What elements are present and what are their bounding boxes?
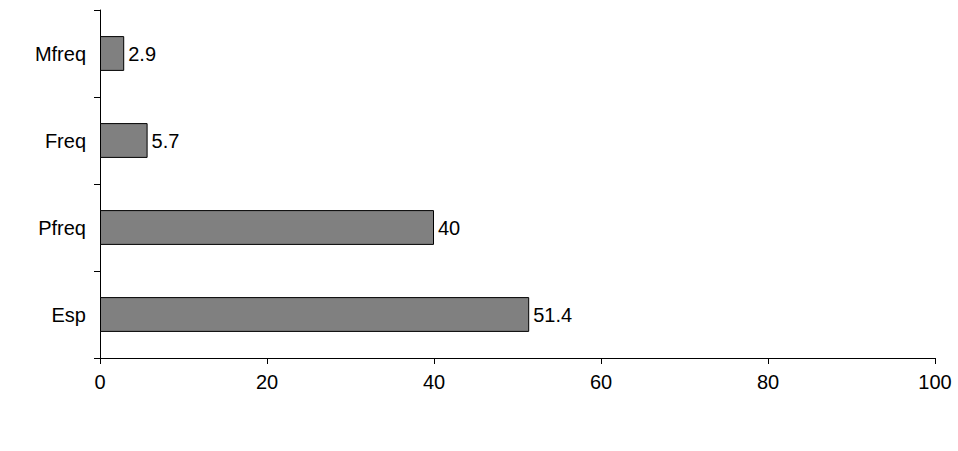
svg-text:5.7: 5.7 [152,130,180,152]
svg-text:51.4: 51.4 [533,304,572,326]
svg-text:100: 100 [918,371,951,393]
svg-text:Mfreq: Mfreq [35,43,86,65]
svg-text:60: 60 [590,371,612,393]
svg-text:Esp: Esp [52,304,86,326]
svg-text:Pfreq: Pfreq [38,217,86,239]
svg-text:2.9: 2.9 [128,43,156,65]
svg-text:20: 20 [256,371,278,393]
svg-text:0: 0 [94,371,105,393]
svg-text:80: 80 [757,371,779,393]
svg-text:40: 40 [438,217,460,239]
svg-text:40: 40 [423,371,445,393]
svg-text:Freq: Freq [45,130,86,152]
